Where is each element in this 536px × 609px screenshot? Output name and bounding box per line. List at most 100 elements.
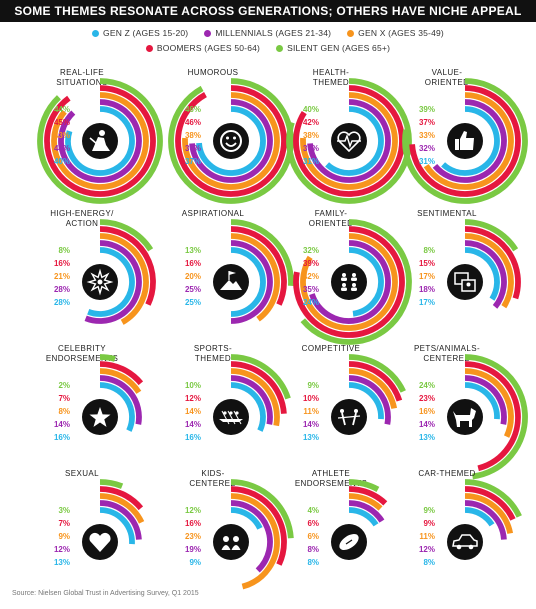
pct-label-millennials: 18% — [419, 285, 435, 294]
theme-high-energy-action: HIGH-ENERGY/ACTION 8% 16% 21% 28% 28% — [50, 209, 156, 325]
arc-boomers — [409, 85, 521, 197]
arc-gen-z — [99, 507, 135, 545]
legend-dot — [204, 29, 212, 37]
pct-label-silent-gen: 10% — [185, 381, 201, 390]
legend-dot — [347, 29, 355, 37]
arc-silent-gen — [348, 354, 406, 393]
pct-label-boomers: 42% — [303, 118, 319, 127]
pct-label-gen-z: 24% — [303, 298, 319, 307]
pct-label-gen-x: 16% — [419, 407, 435, 416]
pct-label-gen-x: 11% — [419, 532, 435, 541]
arc-silent-gen — [464, 219, 519, 252]
arc-silent-gen — [99, 354, 116, 362]
legend-label: MILLENNIALS (AGES 21-34) — [215, 28, 332, 38]
arc-gen-z — [99, 382, 135, 432]
pct-label-millennials: 12% — [419, 545, 435, 554]
pct-label-boomers: 37% — [419, 118, 435, 127]
theme-label: THEMED — [195, 354, 231, 363]
rowing-icon — [219, 410, 243, 425]
arc-boomers — [230, 226, 287, 306]
theme-label: HIGH-ENERGY/ — [50, 209, 114, 218]
pct-label-gen-x: 38% — [303, 131, 319, 140]
arc-silent-gen — [402, 78, 528, 204]
pct-label-silent-gen: 4% — [307, 506, 319, 515]
pct-label-millennials: 37% — [185, 144, 201, 153]
arc-gen-z — [230, 382, 266, 432]
arc-millennials — [348, 375, 391, 425]
arc-boomers — [293, 226, 405, 338]
pct-label-millennials: 35% — [303, 285, 319, 294]
source-note: Source: Nielsen Global Trust in Advertis… — [12, 590, 199, 597]
pct-label-millennials: 28% — [54, 285, 70, 294]
arc-silent-gen — [99, 219, 154, 252]
arc-millennials — [230, 240, 273, 324]
arc-silent-gen — [37, 78, 163, 204]
pct-label-silent-gen: 13% — [185, 246, 201, 255]
pct-label-gen-z: 8% — [423, 558, 435, 567]
pct-label-gen-z: 9% — [189, 558, 201, 567]
photos-icon — [454, 272, 476, 292]
pct-label-gen-z: 31% — [419, 157, 435, 166]
theme-label: HUMOROUS — [188, 68, 239, 77]
pct-label-boomers: 7% — [58, 394, 70, 403]
heartbeat-icon — [337, 131, 361, 153]
pct-label-gen-z: 16% — [54, 433, 70, 442]
theme-kids-centered: KIDS-CENTERED 12% 16% 23% 19% 9% — [185, 469, 294, 590]
pct-label-millennials: 25% — [185, 285, 201, 294]
theme-sentimental: SENTIMENTAL 8% 15% 17% 18% 17% — [417, 209, 521, 309]
arc-boomers — [293, 85, 405, 197]
tug-of-war-icon — [337, 409, 361, 426]
theme-label: ACTION — [66, 219, 99, 228]
theme-label: ORIENTED — [309, 219, 354, 228]
arc-millennials — [189, 99, 273, 183]
theme-competitive: COMPETITIVE 9% 10% 11% 14% 13% — [302, 344, 406, 442]
arc-gen-x — [300, 233, 398, 331]
arc-gen-z — [464, 382, 500, 420]
theme-label: SITUATIONS — [56, 78, 107, 87]
pct-label-silent-gen: 32% — [303, 246, 319, 255]
arc-gen-x — [464, 493, 514, 535]
pct-label-boomers: 16% — [185, 519, 201, 528]
thumbs-up-icon — [455, 131, 474, 150]
legend-dot — [276, 44, 284, 52]
pct-label-gen-z: 13% — [54, 558, 70, 567]
arc-silent-gen — [99, 479, 124, 489]
arc-gen-z — [441, 106, 500, 176]
pct-label-silent-gen: 2% — [58, 381, 70, 390]
pct-label-gen-x: 43% — [54, 131, 70, 140]
legend-dot — [92, 29, 100, 37]
pct-label-gen-x: 14% — [185, 407, 201, 416]
legend-item-silent-gen: SILENT GEN (AGES 65+) — [276, 43, 390, 53]
arc-gen-z — [464, 507, 495, 527]
pct-label-boomers: 10% — [303, 394, 319, 403]
pct-label-silent-gen: 24% — [419, 381, 435, 390]
pct-label-silent-gen: 8% — [423, 246, 435, 255]
pct-label-millennials: 8% — [307, 545, 319, 554]
theme-sexual: SEXUAL 3% 7% 9% 12% 13% — [54, 469, 145, 567]
theme-label: SENTIMENTAL — [417, 209, 477, 218]
arc-gen-x — [423, 92, 514, 190]
pct-label-gen-x: 6% — [307, 532, 319, 541]
arc-boomers — [99, 486, 144, 511]
arc-boomers — [348, 361, 403, 402]
pct-label-gen-x: 21% — [54, 272, 70, 281]
arc-boomers — [99, 226, 156, 306]
arc-millennials — [99, 375, 142, 425]
pct-label-millennials: 32% — [419, 144, 435, 153]
theme-label: ASPIRATIONAL — [182, 209, 245, 218]
pct-label-gen-z: 40% — [54, 157, 70, 166]
arc-millennials — [84, 240, 142, 324]
arc-gen-x — [300, 92, 398, 190]
arc-gen-x — [182, 92, 280, 190]
icon-circle — [213, 123, 249, 159]
pct-label-gen-x: 9% — [58, 532, 70, 541]
burst-icon — [86, 268, 114, 296]
pct-label-silent-gen: 39% — [419, 105, 435, 114]
arc-gen-z — [348, 247, 384, 317]
arc-millennials — [432, 99, 507, 183]
pct-label-gen-z: 31% — [303, 157, 319, 166]
pct-label-gen-x: 23% — [185, 532, 201, 541]
pct-label-boomers: 46% — [185, 118, 201, 127]
pct-label-millennials: 44% — [54, 144, 70, 153]
theme-car-themed: CAR-THEMED 9% 9% 11% 12% 8% — [418, 469, 522, 567]
